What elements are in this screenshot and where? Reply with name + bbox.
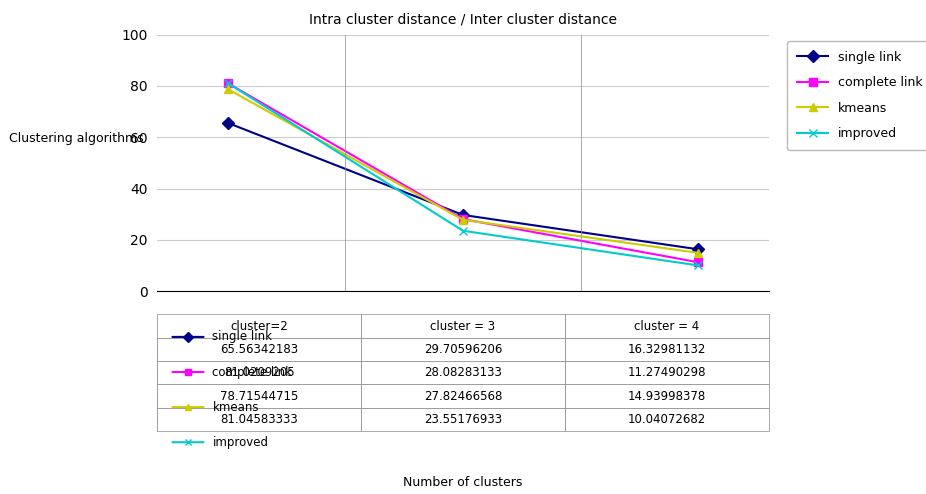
Title: Intra cluster distance / Inter cluster distance: Intra cluster distance / Inter cluster d… [309, 12, 617, 27]
complete link [457, 216, 469, 222]
Text: Clustering algorithms: Clustering algorithms [9, 132, 144, 145]
single link [222, 120, 233, 126]
improved [457, 228, 469, 234]
Text: complete link: complete link [212, 366, 293, 378]
Text: kmeans: kmeans [212, 401, 259, 413]
Line: improved: improved [224, 79, 702, 270]
complete link [693, 259, 704, 265]
kmeans [457, 217, 469, 223]
Legend: single link, complete link, kmeans, improved: single link, complete link, kmeans, impr… [787, 41, 926, 150]
single link [693, 247, 704, 252]
single link [457, 212, 469, 218]
Line: kmeans: kmeans [224, 85, 702, 257]
complete link [222, 81, 233, 86]
improved [693, 262, 704, 268]
Text: improved: improved [212, 436, 269, 449]
Text: single link: single link [212, 330, 272, 343]
kmeans [222, 86, 233, 92]
kmeans [693, 250, 704, 256]
Line: complete link: complete link [224, 79, 702, 266]
improved [222, 80, 233, 86]
Line: single link: single link [224, 119, 702, 253]
Text: Number of clusters: Number of clusters [404, 476, 522, 489]
